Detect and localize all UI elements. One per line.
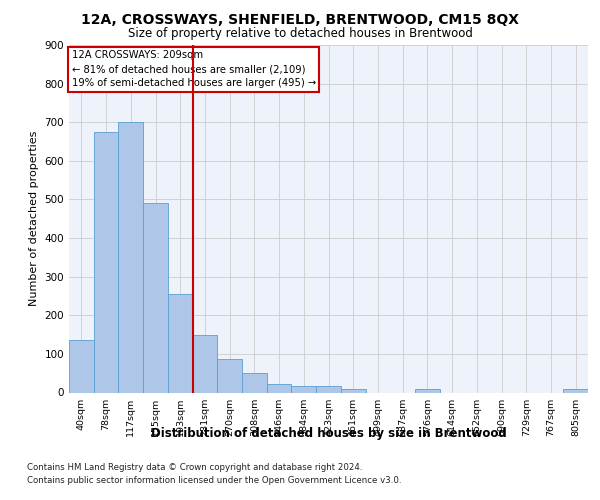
Bar — [316, 386, 341, 392]
Text: Distribution of detached houses by size in Brentwood: Distribution of detached houses by size … — [151, 428, 506, 440]
Bar — [168, 294, 193, 392]
Text: Contains public sector information licensed under the Open Government Licence v3: Contains public sector information licen… — [27, 476, 401, 485]
Text: Size of property relative to detached houses in Brentwood: Size of property relative to detached ho… — [128, 28, 472, 40]
Bar — [69, 340, 94, 392]
Bar — [341, 388, 365, 392]
Bar — [563, 390, 588, 392]
Bar — [94, 132, 118, 392]
Bar — [217, 358, 242, 392]
Bar — [193, 334, 217, 392]
Text: Contains HM Land Registry data © Crown copyright and database right 2024.: Contains HM Land Registry data © Crown c… — [27, 462, 362, 471]
Y-axis label: Number of detached properties: Number of detached properties — [29, 131, 39, 306]
Text: 12A, CROSSWAYS, SHENFIELD, BRENTWOOD, CM15 8QX: 12A, CROSSWAYS, SHENFIELD, BRENTWOOD, CM… — [81, 12, 519, 26]
Text: 12A CROSSWAYS: 209sqm
← 81% of detached houses are smaller (2,109)
19% of semi-d: 12A CROSSWAYS: 209sqm ← 81% of detached … — [71, 50, 316, 88]
Bar — [143, 204, 168, 392]
Bar — [118, 122, 143, 392]
Bar — [415, 390, 440, 392]
Bar — [292, 386, 316, 392]
Bar — [242, 373, 267, 392]
Bar — [267, 384, 292, 392]
